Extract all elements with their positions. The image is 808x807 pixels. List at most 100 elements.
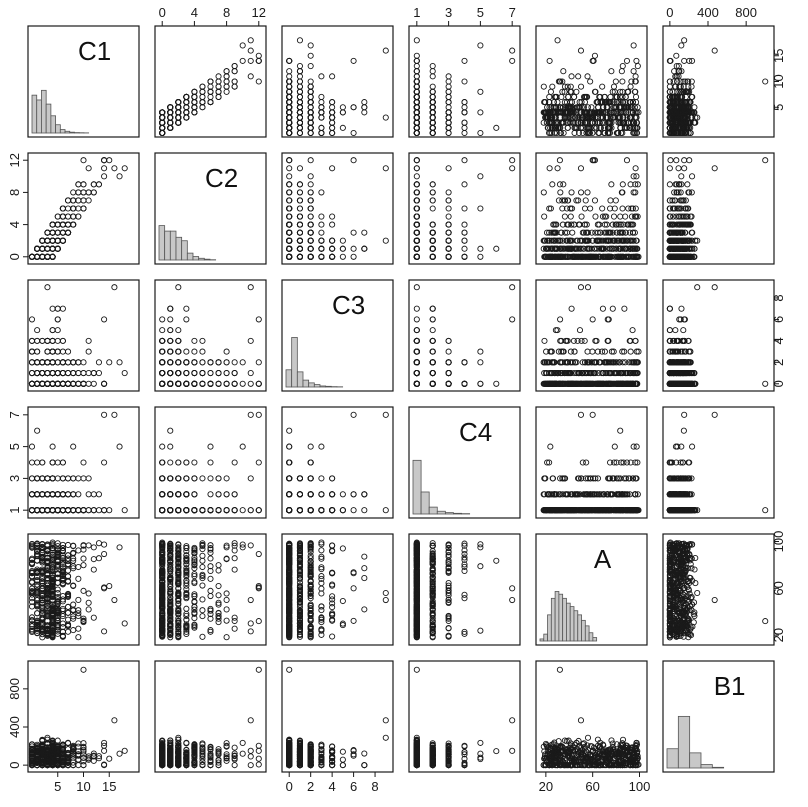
point-C2-C1-163 [101,173,108,180]
point-C2-C1-504 [49,229,56,236]
point-C1-A-336 [599,83,606,90]
point-C1-B1-426 [682,93,689,100]
point-C1-C3-397 [296,88,303,95]
point-C1-C4-40 [429,63,436,70]
point-C1-B1-522 [678,42,685,49]
point-C2-A-336 [599,205,606,212]
point-C1-C2-218 [199,83,206,90]
point-C2-C4-186 [461,221,468,228]
point-C1-C3-512 [286,124,293,131]
point-C1-C3-103 [286,68,293,75]
point-C2-A-423 [612,197,619,204]
point-C1-A-103 [560,68,567,75]
point-C2-C3-517 [361,245,368,252]
point-C2-A-74 [632,165,639,172]
point-C1-A-353 [579,129,586,137]
hist-bar-C2-0 [158,225,166,261]
point-C2-C1-518 [39,237,46,244]
point-C2-A-249 [569,229,576,236]
point-C2-C1-498 [59,229,66,236]
point-C1-C3-514 [286,119,293,126]
point-C2-C1-344 [70,221,77,228]
point-C2-C1-362 [85,197,92,204]
point-C2-C1-284 [70,189,77,196]
point-C1-C3-500 [318,109,325,116]
point-C1-C4-516 [445,129,452,137]
point-C1-C3-412 [307,83,314,90]
point-C2-C1-477 [65,229,72,236]
point-C1-C2-506 [175,104,182,111]
point-C1-C2-181 [255,52,262,59]
point-C2-C1-475 [44,245,51,252]
point-C1-C2-74 [247,73,254,80]
point-C1-A-72 [588,104,595,111]
point-C2-C3-490 [329,237,336,244]
point-C1-C4-507 [413,124,420,131]
point-C1-C4-439 [413,63,420,70]
point-C2-A-275 [617,213,624,220]
point-C1-C4-383 [429,93,436,100]
point-C2-C4-372 [461,229,468,236]
point-C2-A-188 [578,189,585,196]
point-C1-C4-82 [445,104,452,111]
point-C1-C4-449 [413,57,420,64]
point-C2-C4-188 [445,189,452,196]
point-C1-C4-521 [413,78,420,85]
point-C1-C3-344 [307,88,314,95]
point-C2-C3-523 [350,157,357,164]
point-C1-A-481 [554,99,561,106]
point-C1-C2-397 [215,88,222,95]
point-C1-A-54 [619,78,626,85]
point-C2-C1-520 [121,165,128,172]
point-C2-C3-486 [307,253,314,260]
point-C2-C3-504 [307,229,314,236]
point-C1-C3-40 [307,63,314,70]
point-C1-C3-457 [329,104,336,111]
point-C2-C4-482 [413,213,420,220]
panel-C2-vs-B1 [662,152,775,265]
point-C2-A-524 [577,165,585,172]
point-C2-C4-471 [413,197,420,204]
point-C1-C2-510 [191,104,198,111]
point-C2-C1-496 [59,237,66,244]
point-C1-C2-282 [247,57,254,64]
point-C1-A-426 [607,93,614,100]
point-C2-C3-518 [296,237,303,244]
point-C2-C3-308 [286,181,293,188]
point-C2-C4-522 [477,173,484,180]
point-C2-C1-506 [54,237,61,244]
point-C2-C3-457 [329,245,336,252]
point-C1-C4-432 [429,68,436,75]
point-C1-C4-327 [413,73,420,80]
point-C1-A-163 [633,57,640,64]
point-C2-C4-170 [493,245,500,252]
point-C2-C1-282 [101,165,108,172]
point-C2-B1-74 [675,165,682,172]
point-C2-C1-524 [111,165,118,172]
point-C2-A-139 [557,189,564,196]
point-C1-C3-422 [307,124,314,131]
point-C1-A-450 [627,83,634,90]
hist-bar-C1-8 [69,131,75,134]
panel-frame [408,152,521,265]
point-C2-C3-487 [307,205,314,212]
point-C1-C4-503 [413,129,420,137]
point-C1-A-522 [630,42,637,49]
point-C2-C1-492 [49,245,56,252]
point-C1-A-383 [546,93,553,100]
point-C1-C4-213 [413,68,420,75]
point-C1-C4-428 [429,109,436,116]
point-C2-C1-474 [59,221,66,228]
point-C2-C4-512 [429,245,436,252]
point-C2-C4-305 [445,221,452,228]
point-C2-C3-494 [307,237,314,244]
panel-C1-vs-C3 [281,25,394,138]
point-C2-C3-282 [286,165,293,172]
point-C2-C4-57 [445,213,452,220]
point-C2-C3-508 [318,253,325,260]
point-C1-C3-503 [296,129,303,137]
point-C2-A-347 [622,213,629,220]
point-C1-C4-112 [477,109,484,116]
point-C1-C2-520 [247,37,254,44]
point-C2-C3-412 [307,189,314,196]
